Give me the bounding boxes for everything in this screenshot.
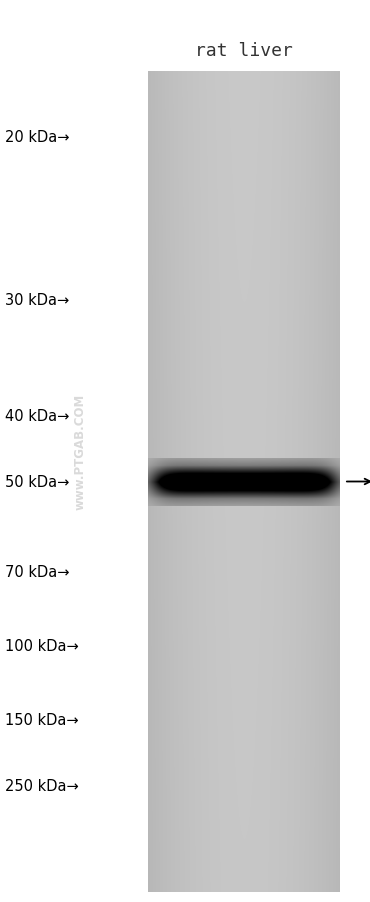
Text: rat liver: rat liver <box>195 42 293 60</box>
Text: 40 kDa→: 40 kDa→ <box>5 409 70 424</box>
Text: 20 kDa→: 20 kDa→ <box>5 130 70 145</box>
Text: 50 kDa→: 50 kDa→ <box>5 474 70 490</box>
Text: www.PTGAB.COM: www.PTGAB.COM <box>74 393 87 509</box>
Text: 30 kDa→: 30 kDa→ <box>5 292 69 308</box>
Text: 70 kDa→: 70 kDa→ <box>5 565 70 580</box>
Text: 100 kDa→: 100 kDa→ <box>5 639 79 653</box>
Text: 250 kDa→: 250 kDa→ <box>5 778 79 793</box>
Text: 150 kDa→: 150 kDa→ <box>5 713 79 727</box>
